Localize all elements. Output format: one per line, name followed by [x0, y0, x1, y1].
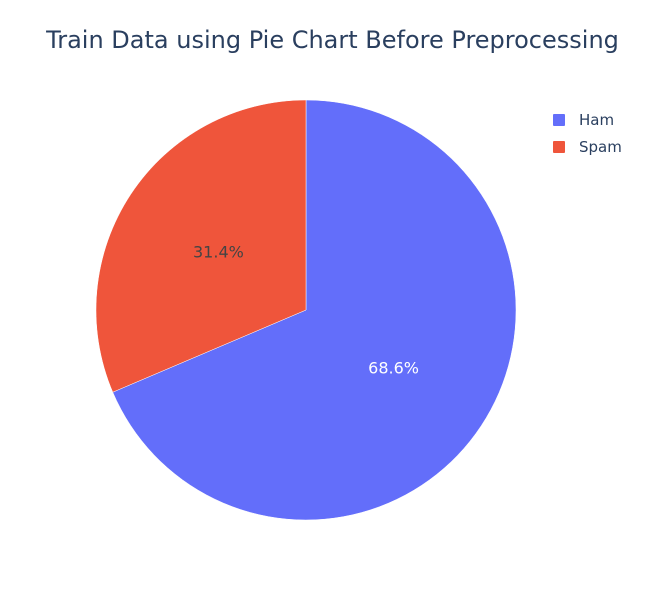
legend-swatch-spam	[553, 140, 565, 153]
chart-title: Train Data using Pie Chart Before Prepro…	[46, 26, 619, 54]
legend-label-spam: Spam	[579, 137, 622, 156]
legend-item-spam[interactable]: Spam	[553, 133, 622, 160]
pie-slice-ham[interactable]	[112, 99, 517, 521]
pie-slice-label-spam: 31.4%	[193, 243, 244, 262]
legend-item-ham[interactable]: Ham	[553, 106, 622, 133]
legend-swatch-ham	[553, 113, 565, 126]
pie-slice-labels: 68.6% 31.4%	[193, 243, 419, 378]
pie-slice-spam[interactable]	[95, 99, 307, 393]
pie-slice-label-ham: 68.6%	[368, 358, 419, 377]
legend: Ham Spam	[553, 106, 622, 160]
pie-slices	[95, 99, 517, 521]
legend-label-ham: Ham	[579, 110, 615, 129]
